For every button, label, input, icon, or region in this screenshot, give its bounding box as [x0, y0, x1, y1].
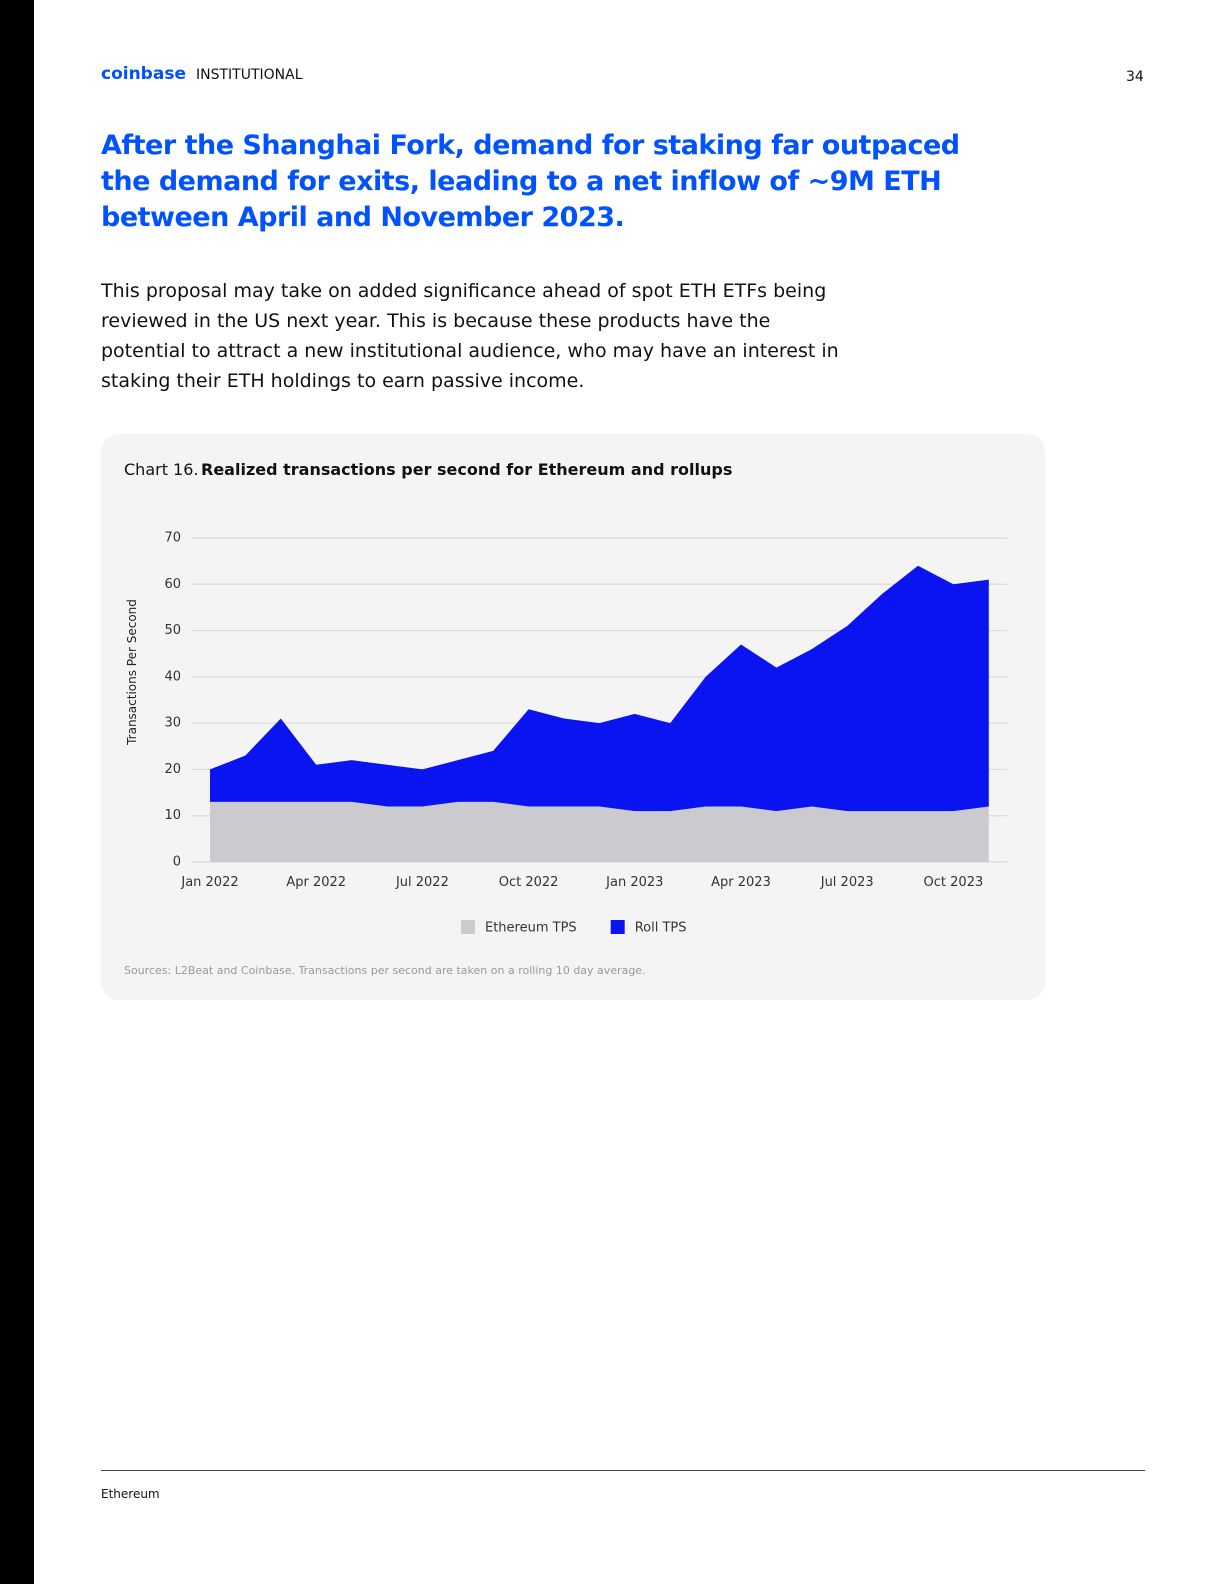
x-tick-label: Apr 2022 — [286, 875, 346, 890]
y-tick-label: 70 — [164, 531, 181, 546]
side-strip — [0, 0, 34, 1584]
heading-line: between April and November 2023. — [101, 202, 625, 233]
chart-label: Chart 16. — [124, 460, 199, 479]
y-tick-label: 20 — [164, 762, 181, 777]
area — [210, 801, 989, 862]
x-tick-label: Apr 2023 — [711, 875, 771, 890]
source-note: Sources: L2Beat and Coinbase. Transactio… — [124, 964, 646, 977]
body-text: This proposal may take on added signific… — [101, 276, 839, 396]
x-tick-label: Jan 2023 — [605, 875, 663, 890]
footer-rule — [101, 1470, 1145, 1471]
brand: coinbase — [101, 64, 186, 84]
y-tick-label: 50 — [164, 623, 181, 638]
x-tick-label: Oct 2023 — [924, 875, 984, 890]
x-tick-label: Jul 2022 — [395, 875, 449, 890]
area — [210, 565, 989, 812]
x-tick-label: Oct 2022 — [499, 875, 559, 890]
heading-line: After the Shanghai Fork, demand for stak… — [101, 130, 960, 161]
body-line: potential to attract a new institutional… — [101, 340, 839, 362]
y-tick-label: 10 — [164, 808, 181, 823]
y-tick-label: 30 — [164, 716, 181, 731]
legend-swatch — [610, 920, 625, 934]
footer-section: Ethereum — [101, 1487, 160, 1501]
y-tick-label: 40 — [164, 669, 181, 684]
legend-swatch — [461, 920, 475, 934]
chart: Chart 16. Realized transactions per seco… — [124, 460, 1007, 977]
legend-label: Roll TPS — [635, 921, 687, 936]
y-axis-label: Transactions Per Second — [125, 599, 139, 746]
heading: After the Shanghai Fork, demand for stak… — [101, 128, 960, 236]
body-line: This proposal may take on added signific… — [101, 280, 827, 302]
legend-label: Ethereum TPS — [485, 921, 577, 936]
division: INSTITUTIONAL — [196, 67, 303, 83]
chart-card: Chart 16. Realized transactions per seco… — [101, 434, 1045, 1000]
body-line: reviewed in the US next year. This is be… — [101, 310, 771, 332]
y-tick-label: 60 — [164, 577, 181, 592]
x-tick-label: Jul 2023 — [820, 875, 874, 890]
x-tick-label: Jan 2022 — [180, 875, 238, 890]
y-tick-label: 0 — [173, 855, 181, 870]
chart-title: Realized transactions per second for Eth… — [201, 460, 732, 479]
heading-line: the demand for exits, leading to a net i… — [101, 166, 942, 197]
body-line: staking their ETH holdings to earn passi… — [101, 370, 585, 392]
page-number: 34 — [1126, 69, 1144, 85]
